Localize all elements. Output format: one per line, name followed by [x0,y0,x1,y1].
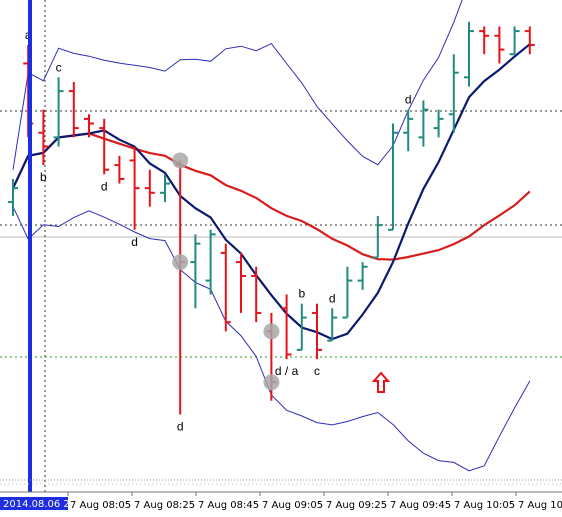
wave-label: d [131,235,138,249]
ohlc-bar [403,109,414,152]
ohlc-bar [509,26,520,56]
ohlc-bar [38,109,49,166]
ohlc-bar [220,243,231,332]
ohlc-bar [160,174,170,203]
ohlc-bar [327,308,338,342]
wave-label: d [177,420,184,434]
wave-label: d [405,93,412,107]
ohlc-bar [479,26,490,55]
fractal-marker [172,152,189,169]
x-tick-label: 7 Aug 10:25 [518,500,562,511]
moving-averages [12,43,531,341]
ohlc-bar [448,54,459,133]
wave-label: d / a [275,364,299,378]
ohlc-bar [236,252,246,313]
ohlc-bar [129,146,140,230]
x-tick-label: 7 Aug 08:45 [198,500,259,511]
ohlc-bar [205,229,216,295]
ohlc-bar [8,178,18,216]
ohlc-bar [494,26,505,64]
ohlc-bar [296,303,307,351]
fractal-marker [263,323,280,340]
cursor-time-label: 2014.08.06 21:55 [3,499,92,510]
x-tick-label: 7 Aug 10:05 [454,500,515,511]
vertical-cursor[interactable] [28,0,32,496]
x-tick-label: 7 Aug 08:05 [70,500,131,511]
ohlc-bar [53,77,64,147]
x-tick-label: 7 Aug 09:25 [326,500,387,511]
fractal-marker [172,254,189,271]
wave-label: b [298,287,305,301]
wave-label: d [329,291,336,305]
wave-label: d [101,179,108,193]
ohlc-bar [357,262,368,290]
ohlc-bar [388,123,398,231]
x-tick-label: 7 Aug 08:25 [134,500,195,511]
ohlc-bar [84,114,94,138]
x-tick-label: 7 Aug 09:05 [262,500,323,511]
signal-arrow-group [371,371,391,393]
ohlc-bar [312,303,322,360]
x-axis-ticks: 7 Aug 08:05 7 Aug 08:25 7 Aug 08:45 7 Aug 0… [67,492,562,511]
ohlc-bars [8,21,535,415]
ohlc-bar [68,81,79,138]
cursor-time-label-bg [0,497,68,510]
ohlc-bar [342,266,353,319]
ohlc-bar [281,294,292,360]
upper-band-line [12,0,463,170]
ohlc-bar [372,215,383,259]
fractal-markers [172,152,280,391]
ohlc-bar [418,100,429,147]
ohlc-bar [190,234,201,309]
ohlc-bar [433,109,444,138]
fractal-marker [263,374,280,391]
up-arrow-icon [371,371,391,393]
wave-label: c [314,364,320,378]
x-tick-label: 7 Aug 09:45 [390,500,451,511]
ohlc-bar [524,26,535,55]
ohlc-bar [99,118,110,175]
fast-ma-line [12,43,531,341]
horizontal-levels [0,0,562,492]
ohlc-bar [114,155,125,184]
wave-label: c [56,60,62,74]
wave-label: b [40,170,47,184]
ohlc-bar [251,266,262,323]
x-axis: 2014.08.06 21:55 [0,479,562,517]
ohlc-bar [144,169,155,207]
slow-ma-line [12,132,531,261]
ohlc-bar [464,21,474,87]
